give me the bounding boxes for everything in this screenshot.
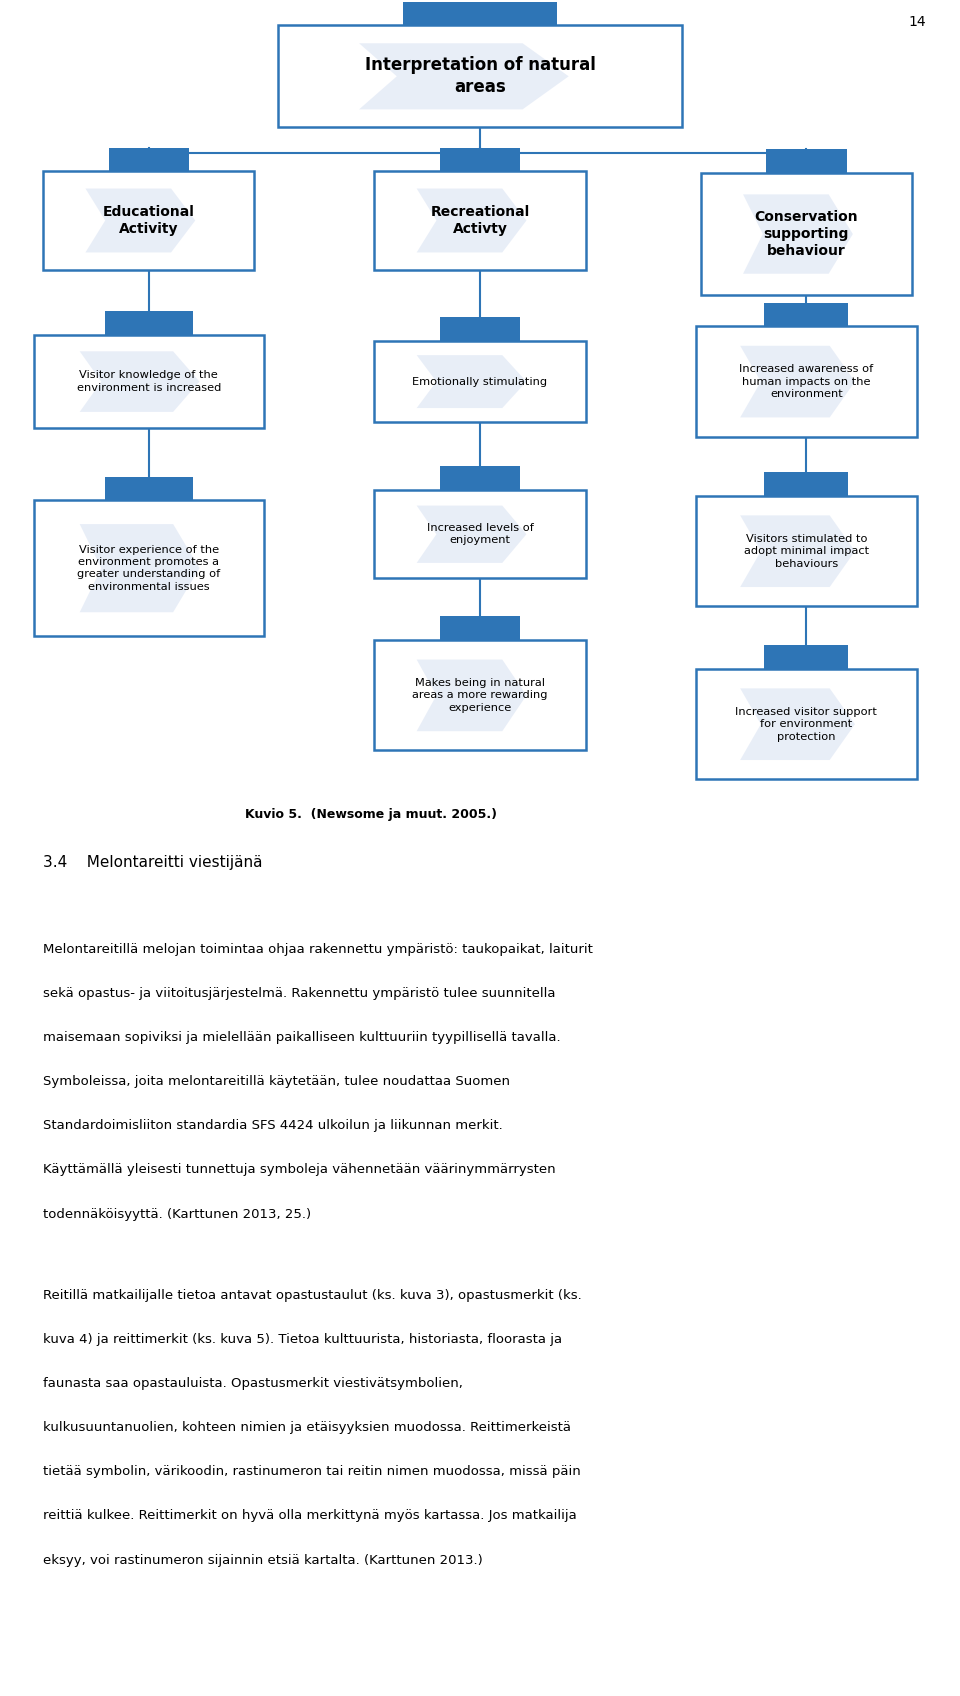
FancyBboxPatch shape bbox=[696, 670, 917, 780]
Text: maisemaan sopiviksi ja mielellään paikalliseen kulttuuriin tyypillisellä tavalla: maisemaan sopiviksi ja mielellään paikal… bbox=[43, 1031, 561, 1045]
FancyBboxPatch shape bbox=[374, 341, 586, 422]
Text: reittiä kulkee. Reittimerkit on hyvä olla merkittynä myös kartassa. Jos matkaili: reittiä kulkee. Reittimerkit on hyvä oll… bbox=[43, 1509, 577, 1523]
Text: Melontareitillä melojan toimintaa ohjaa rakennettu ympäristö: taukopaikat, laitu: Melontareitillä melojan toimintaa ohjaa … bbox=[43, 943, 593, 957]
Text: kulkusuuntanuolien, kohteen nimien ja etäisyyksien muodossa. Reittimerkeistä: kulkusuuntanuolien, kohteen nimien ja et… bbox=[43, 1421, 571, 1435]
FancyBboxPatch shape bbox=[440, 317, 520, 341]
Text: Interpretation of natural
areas: Interpretation of natural areas bbox=[365, 56, 595, 97]
Text: Visitor experience of the
environment promotes a
greater understanding of
enviro: Visitor experience of the environment pr… bbox=[77, 544, 221, 592]
Text: todennäköisyyttä. (Karttunen 2013, 25.): todennäköisyyttä. (Karttunen 2013, 25.) bbox=[43, 1208, 311, 1221]
FancyBboxPatch shape bbox=[34, 500, 264, 636]
Text: sekä opastus- ja viitoitusjärjestelmä. Rakennettu ympäristö tulee suunnitella: sekä opastus- ja viitoitusjärjestelmä. R… bbox=[43, 987, 556, 1001]
Text: Reitillä matkailijalle tietoa antavat opastustaulut (ks. kuva 3), opastusmerkit : Reitillä matkailijalle tietoa antavat op… bbox=[43, 1289, 582, 1303]
FancyBboxPatch shape bbox=[43, 171, 254, 270]
FancyBboxPatch shape bbox=[766, 149, 847, 173]
FancyBboxPatch shape bbox=[374, 171, 586, 270]
FancyBboxPatch shape bbox=[374, 641, 586, 750]
Text: 14: 14 bbox=[909, 15, 926, 29]
Text: Increased levels of
enjoyment: Increased levels of enjoyment bbox=[426, 522, 534, 546]
Text: kuva 4) ja reittimerkit (ks. kuva 5). Tietoa kulttuurista, historiasta, floorast: kuva 4) ja reittimerkit (ks. kuva 5). Ti… bbox=[43, 1333, 563, 1347]
Polygon shape bbox=[417, 505, 526, 563]
Polygon shape bbox=[359, 44, 568, 110]
Text: Emotionally stimulating: Emotionally stimulating bbox=[413, 377, 547, 387]
Polygon shape bbox=[85, 188, 195, 253]
FancyBboxPatch shape bbox=[278, 25, 682, 127]
Text: Visitor knowledge of the
environment is increased: Visitor knowledge of the environment is … bbox=[77, 370, 221, 393]
FancyBboxPatch shape bbox=[105, 312, 193, 336]
Text: Standardoimisliiton standardia SFS 4424 ulkoilun ja liikunnan merkit.: Standardoimisliiton standardia SFS 4424 … bbox=[43, 1119, 503, 1133]
Text: Käyttämällä yleisesti tunnettuja symboleja vähennetään väärinymmärrysten: Käyttämällä yleisesti tunnettuja symbole… bbox=[43, 1163, 556, 1177]
Text: 3.4    Melontareitti viestijänä: 3.4 Melontareitti viestijänä bbox=[43, 855, 263, 870]
FancyBboxPatch shape bbox=[34, 334, 264, 429]
Text: Symboleissa, joita melontareitillä käytetään, tulee noudattaa Suomen: Symboleissa, joita melontareitillä käyte… bbox=[43, 1075, 510, 1089]
FancyBboxPatch shape bbox=[440, 148, 520, 171]
FancyBboxPatch shape bbox=[696, 326, 917, 438]
Polygon shape bbox=[417, 188, 526, 253]
FancyBboxPatch shape bbox=[764, 473, 849, 495]
Polygon shape bbox=[80, 351, 200, 412]
FancyBboxPatch shape bbox=[696, 495, 917, 607]
Text: Visitors stimulated to
adopt minimal impact
behaviours: Visitors stimulated to adopt minimal imp… bbox=[744, 534, 869, 568]
FancyBboxPatch shape bbox=[105, 477, 193, 500]
Text: Makes being in natural
areas a more rewarding
experience: Makes being in natural areas a more rewa… bbox=[412, 678, 548, 712]
FancyBboxPatch shape bbox=[374, 490, 586, 578]
Polygon shape bbox=[740, 689, 855, 760]
Text: tietää symbolin, värikoodin, rastinumeron tai reitin nimen muodossa, missä päin: tietää symbolin, värikoodin, rastinumero… bbox=[43, 1465, 581, 1479]
Text: Recreational
Activty: Recreational Activty bbox=[430, 205, 530, 236]
Polygon shape bbox=[80, 524, 200, 612]
FancyBboxPatch shape bbox=[764, 302, 849, 326]
FancyBboxPatch shape bbox=[108, 148, 189, 171]
FancyBboxPatch shape bbox=[701, 173, 912, 295]
Polygon shape bbox=[417, 660, 526, 731]
FancyBboxPatch shape bbox=[440, 617, 520, 641]
Text: Educational
Activity: Educational Activity bbox=[103, 205, 195, 236]
FancyBboxPatch shape bbox=[440, 466, 520, 490]
Text: Conservation
supporting
behaviour: Conservation supporting behaviour bbox=[755, 210, 858, 258]
Polygon shape bbox=[417, 354, 526, 409]
Polygon shape bbox=[743, 195, 852, 273]
Text: faunasta saa opastauluista. Opastusmerkit viestivätsymbolien,: faunasta saa opastauluista. Opastusmerki… bbox=[43, 1377, 463, 1391]
FancyBboxPatch shape bbox=[764, 646, 849, 670]
Text: Increased awareness of
human impacts on the
environment: Increased awareness of human impacts on … bbox=[739, 365, 874, 399]
Text: Increased visitor support
for environment
protection: Increased visitor support for environmen… bbox=[735, 707, 877, 741]
FancyBboxPatch shape bbox=[403, 2, 557, 25]
Text: eksyy, voi rastinumeron sijainnin etsiä kartalta. (Karttunen 2013.): eksyy, voi rastinumeron sijainnin etsiä … bbox=[43, 1554, 483, 1567]
Polygon shape bbox=[740, 346, 855, 417]
Polygon shape bbox=[740, 516, 855, 587]
Text: Kuvio 5.  (Newsome ja muut. 2005.): Kuvio 5. (Newsome ja muut. 2005.) bbox=[245, 807, 497, 821]
